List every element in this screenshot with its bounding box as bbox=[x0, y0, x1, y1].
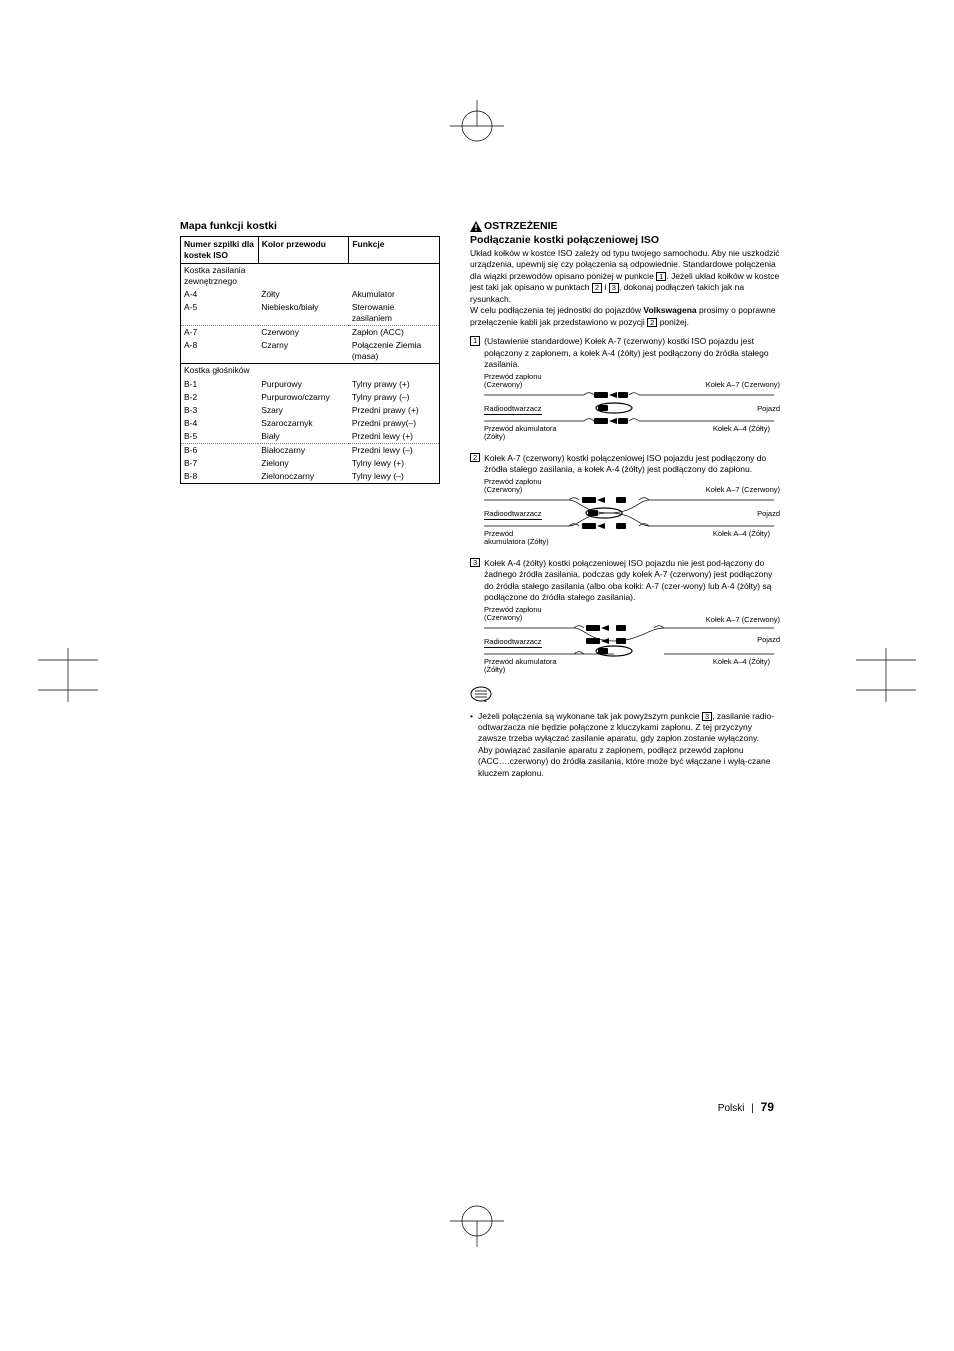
table-cell: A-8 bbox=[181, 339, 259, 364]
table-cell: Przedni lewy (–) bbox=[349, 443, 440, 457]
case-2: 2 Kołek A-7 (czerwony) kostki połączenio… bbox=[470, 453, 780, 550]
table-cell: B-5 bbox=[181, 430, 259, 444]
wiring-diagram-1: Przewód zapłonu(Czerwony) Kołek A–7 (Cze… bbox=[484, 373, 780, 445]
table-cell: Zapłon (ACC) bbox=[349, 326, 440, 340]
table-cell: B-2 bbox=[181, 391, 259, 404]
left-column: Mapa funkcji kostki Numer szpilki dla ko… bbox=[180, 220, 440, 779]
footer-sep: | bbox=[751, 1103, 754, 1114]
note-icon bbox=[470, 686, 780, 707]
th-color: Kolor przewodu bbox=[258, 237, 349, 264]
warning-icon bbox=[470, 221, 482, 232]
page-content: Mapa funkcji kostki Numer szpilki dla ko… bbox=[180, 220, 780, 779]
table-cell: B-4 bbox=[181, 417, 259, 430]
case-1-text: (Ustawienie standardowe) Kołek A-7 (czer… bbox=[484, 336, 780, 370]
boxed-3: 3 bbox=[609, 283, 619, 293]
case-1: 1 (Ustawienie standardowe) Kołek A-7 (cz… bbox=[470, 336, 780, 444]
table-cell: Żółty bbox=[258, 288, 349, 301]
pin-map-table: Numer szpilki dla kostek ISO Kolor przew… bbox=[180, 236, 440, 484]
table-cell: A-7 bbox=[181, 326, 259, 340]
wiring-diagram-3: Przewód zapłonu(Czerwony) Kołek A–7 (Cze… bbox=[484, 606, 780, 678]
note-text: Aby powiązać zasilanie aparatu z zapłone… bbox=[478, 745, 770, 778]
boxed-3: 3 bbox=[470, 558, 480, 568]
intro-text: W celu podłączenia tej jednostki do poja… bbox=[470, 305, 643, 315]
section-b-header: Kostka głośników bbox=[181, 364, 259, 378]
warning-text: OSTRZEŻENIE bbox=[484, 220, 558, 232]
table-cell: Czerwony bbox=[258, 326, 349, 340]
subheading: Podłączanie kostki połączeniowej ISO bbox=[470, 234, 780, 246]
table-cell: Akumulator bbox=[349, 288, 440, 301]
table-cell: B-3 bbox=[181, 404, 259, 417]
table-cell: Purpurowo/czarny bbox=[258, 391, 349, 404]
crop-mark-right bbox=[856, 648, 916, 702]
map-title: Mapa funkcji kostki bbox=[180, 220, 440, 232]
table-cell: Purpurowy bbox=[258, 378, 349, 391]
note-text: Jeżeli połączenia są wykonane tak jak po… bbox=[478, 711, 702, 721]
warning-heading: OSTRZEŻENIE bbox=[470, 220, 780, 232]
footer-page: 79 bbox=[761, 1100, 774, 1114]
crop-mark-top bbox=[426, 100, 528, 142]
table-cell: Biały bbox=[258, 430, 349, 444]
intro-text: poniżej. bbox=[657, 317, 689, 327]
note-paragraph: Jeżeli połączenia są wykonane tak jak po… bbox=[470, 711, 780, 780]
boxed-2: 2 bbox=[592, 283, 602, 293]
case-2-text: Kołek A-7 (czerwony) kostki połączeniowe… bbox=[484, 453, 780, 476]
table-cell: B-7 bbox=[181, 457, 259, 470]
intro-text: i bbox=[602, 282, 609, 292]
table-cell: Białoczarny bbox=[258, 443, 349, 457]
wires-svg-1 bbox=[484, 373, 774, 445]
table-cell: Szaroczarnyk bbox=[258, 417, 349, 430]
section-a-header: Kostka zasilania zewnętrznego bbox=[181, 264, 259, 289]
table-cell: Niebiesko/biały bbox=[258, 301, 349, 326]
crop-mark-left bbox=[38, 648, 98, 702]
table-cell: A-4 bbox=[181, 288, 259, 301]
table-cell: Tylny lewy (–) bbox=[349, 470, 440, 484]
intro-paragraph: Układ kołków w kostce ISO zależy od typu… bbox=[470, 248, 780, 328]
table-cell: Tylny prawy (–) bbox=[349, 391, 440, 404]
wires-svg-3 bbox=[484, 606, 774, 678]
case-3: 3 Kołek A-4 (żółty) kostki połączeniowej… bbox=[470, 558, 780, 678]
case-3-text: Kołek A-4 (żółty) kostki połączeniowej I… bbox=[484, 558, 780, 604]
table-cell: B-6 bbox=[181, 443, 259, 457]
right-column: OSTRZEŻENIE Podłączanie kostki połączeni… bbox=[470, 220, 780, 779]
th-pin: Numer szpilki dla kostek ISO bbox=[181, 237, 259, 264]
table-cell: Tylny lewy (+) bbox=[349, 457, 440, 470]
table-cell: Przedni lewy (+) bbox=[349, 430, 440, 444]
page-footer: Polski | 79 bbox=[718, 1100, 774, 1114]
wires-svg-2 bbox=[484, 478, 774, 550]
table-cell: Tylny prawy (+) bbox=[349, 378, 440, 391]
boxed-3: 3 bbox=[702, 712, 712, 722]
th-func: Funkcje bbox=[349, 237, 440, 264]
table-cell: Szary bbox=[258, 404, 349, 417]
boxed-1: 1 bbox=[656, 272, 666, 282]
boxed-2: 2 bbox=[647, 318, 657, 328]
intro-bold: Volkswagena bbox=[643, 305, 696, 315]
table-cell: A-5 bbox=[181, 301, 259, 326]
footer-lang: Polski bbox=[718, 1103, 745, 1114]
table-cell: B-1 bbox=[181, 378, 259, 391]
boxed-2: 2 bbox=[470, 453, 480, 463]
table-cell: Przedni prawy(–) bbox=[349, 417, 440, 430]
table-cell: Przedni prawy (+) bbox=[349, 404, 440, 417]
wiring-diagram-2: Przewód zapłonu(Czerwony) Kołek A–7 (Cze… bbox=[484, 478, 780, 550]
table-cell: B-8 bbox=[181, 470, 259, 484]
table-cell: Sterowanie zasilaniem bbox=[349, 301, 440, 326]
table-cell: Połączenie Ziemia (masa) bbox=[349, 339, 440, 364]
crop-mark-bottom bbox=[426, 1205, 528, 1247]
table-cell: Czarny bbox=[258, 339, 349, 364]
boxed-1: 1 bbox=[470, 336, 480, 346]
table-cell: Zielonoczarny bbox=[258, 470, 349, 484]
table-cell: Zielony bbox=[258, 457, 349, 470]
